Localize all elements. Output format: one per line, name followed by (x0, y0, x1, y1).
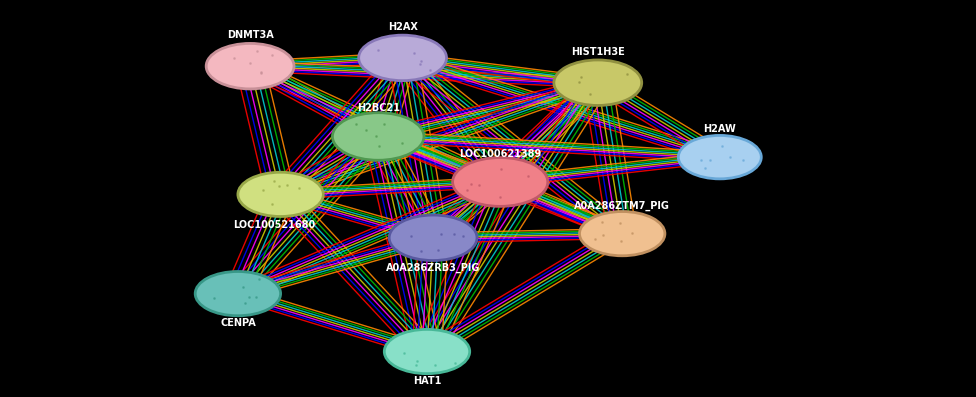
Text: A0A286ZTM7_PIG: A0A286ZTM7_PIG (574, 200, 671, 211)
Ellipse shape (206, 43, 294, 89)
Text: HAT1: HAT1 (413, 376, 441, 386)
Text: LOC100521680: LOC100521680 (233, 220, 315, 230)
Text: H2BC21: H2BC21 (356, 103, 400, 114)
Ellipse shape (453, 158, 548, 206)
Ellipse shape (359, 35, 447, 81)
Text: H2AX: H2AX (387, 22, 418, 32)
Ellipse shape (333, 113, 424, 160)
Text: HIST1H3E: HIST1H3E (571, 47, 625, 57)
Text: LOC100621389: LOC100621389 (459, 149, 542, 159)
Ellipse shape (238, 172, 323, 216)
Text: CENPA: CENPA (220, 318, 256, 328)
Text: H2AW: H2AW (704, 124, 736, 134)
Ellipse shape (678, 135, 761, 179)
Ellipse shape (385, 330, 469, 374)
Text: DNMT3A: DNMT3A (226, 30, 273, 40)
Ellipse shape (580, 212, 665, 256)
Ellipse shape (389, 215, 477, 260)
Ellipse shape (195, 272, 281, 316)
Text: A0A286ZRB3_PIG: A0A286ZRB3_PIG (386, 262, 480, 273)
Ellipse shape (554, 60, 642, 106)
